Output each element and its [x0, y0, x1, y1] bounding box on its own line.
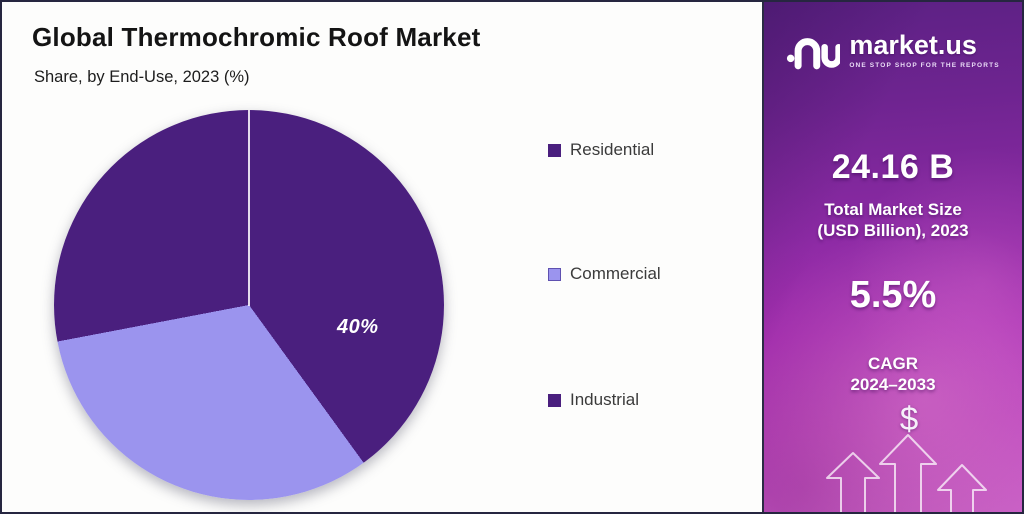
legend-label-commercial: Commercial — [570, 264, 661, 283]
legend-marker-residential-icon — [548, 143, 561, 157]
chart-subtitle: Share, by End-Use, 2023 (%) — [34, 68, 250, 86]
chart-legend: Residential Commercial Industrial — [548, 2, 728, 512]
stat-cagr-label-line2: 2024–2033 — [850, 374, 936, 394]
dollar-icon: $ — [899, 400, 919, 437]
stat-market-size-value: 24.16 B — [831, 148, 955, 186]
growth-arrows-icon — [826, 434, 987, 512]
legend-label-industrial: Industrial — [570, 390, 639, 409]
legend-marker-industrial-icon — [548, 393, 561, 407]
legend-label-residential: Residential — [570, 140, 655, 159]
market-us-logo-icon — [787, 38, 841, 70]
stat-cagr-label-line1: CAGR — [867, 354, 919, 373]
legend-item: Residential — [548, 140, 654, 160]
stat-cagr-label: CAGR 2024–2033 — [764, 354, 1022, 395]
stat-market-size-label: Total Market Size (USD Billion), 2023 — [764, 200, 1022, 241]
brand-name: market.us — [849, 29, 977, 60]
brand-lockup: market.us ONE STOP SHOP FOR THE REPORTS — [764, 30, 1022, 70]
stat-cagr-value: 5.5% — [849, 274, 937, 316]
pie-chart: 40% — [54, 110, 444, 500]
brand-text: market.us ONE STOP SHOP FOR THE REPORTS — [849, 29, 1000, 69]
legend-item: Industrial — [548, 390, 639, 410]
brand-tagline: ONE STOP SHOP FOR THE REPORTS — [849, 61, 1000, 69]
pie-data-label-residential: 40% — [337, 316, 379, 338]
legend-item: Commercial — [548, 264, 661, 284]
brand-sidebar: market.us ONE STOP SHOP FOR THE REPORTS … — [762, 2, 1022, 512]
page-title: Global Thermochromic Roof Market — [32, 22, 481, 52]
pie-slice-divider — [248, 110, 250, 306]
stat-market-size-label-line1: Total Market Size — [824, 200, 962, 219]
chart-panel: Global Thermochromic Roof Market Share, … — [2, 2, 762, 512]
legend-marker-commercial-icon — [548, 267, 561, 281]
stat-market-size-label-line2: (USD Billion), 2023 — [817, 220, 969, 240]
